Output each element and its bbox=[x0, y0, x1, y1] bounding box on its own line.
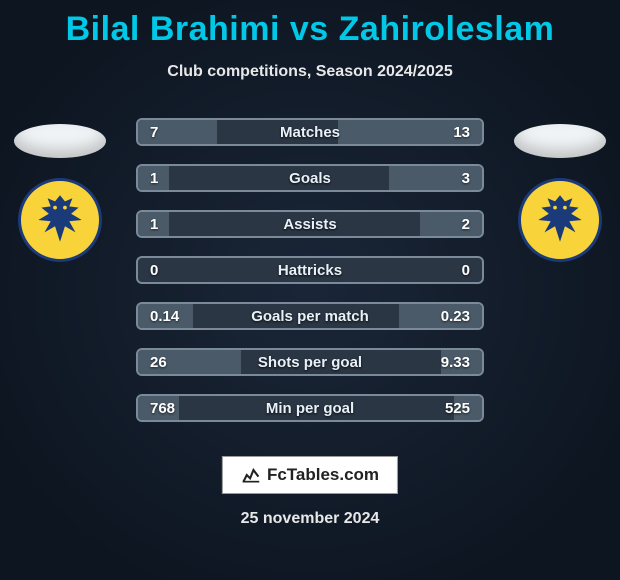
stat-label: Matches bbox=[138, 120, 482, 144]
stat-label: Shots per goal bbox=[138, 350, 482, 374]
brand-badge[interactable]: FcTables.com bbox=[222, 456, 398, 494]
stat-row: 13Goals bbox=[136, 164, 484, 192]
subtitle: Club competitions, Season 2024/2025 bbox=[0, 63, 620, 81]
stat-bars-container: 713Matches 13Goals 12Assists 00Hattricks 0.1… bbox=[136, 118, 484, 440]
page-title: Bilal Brahimi vs Zahiroleslam bbox=[0, 0, 620, 49]
stat-label: Min per goal bbox=[138, 396, 482, 420]
player1-spotlight bbox=[14, 124, 106, 158]
stat-row: 269.33Shots per goal bbox=[136, 348, 484, 376]
brand-label: FcTables.com bbox=[267, 465, 379, 485]
stat-row: 12Assists bbox=[136, 210, 484, 238]
player1-name: Bilal Brahimi bbox=[66, 10, 280, 48]
player2-spotlight bbox=[514, 124, 606, 158]
stat-label: Goals per match bbox=[138, 304, 482, 328]
eagle-crest-icon bbox=[529, 189, 591, 251]
player1-crest bbox=[18, 178, 102, 262]
stat-row: 0.140.23Goals per match bbox=[136, 302, 484, 330]
player2-crest bbox=[518, 178, 602, 262]
stat-row: 00Hattricks bbox=[136, 256, 484, 284]
stat-label: Assists bbox=[138, 212, 482, 236]
stat-label: Hattricks bbox=[138, 258, 482, 282]
stat-row: 768525Min per goal bbox=[136, 394, 484, 422]
chart-icon bbox=[241, 465, 261, 485]
player2-name: Zahiroleslam bbox=[339, 10, 555, 48]
eagle-crest-icon bbox=[29, 189, 91, 251]
vs-label: vs bbox=[290, 10, 329, 48]
stat-label: Goals bbox=[138, 166, 482, 190]
stat-row: 713Matches bbox=[136, 118, 484, 146]
snapshot-date: 25 november 2024 bbox=[0, 510, 620, 528]
